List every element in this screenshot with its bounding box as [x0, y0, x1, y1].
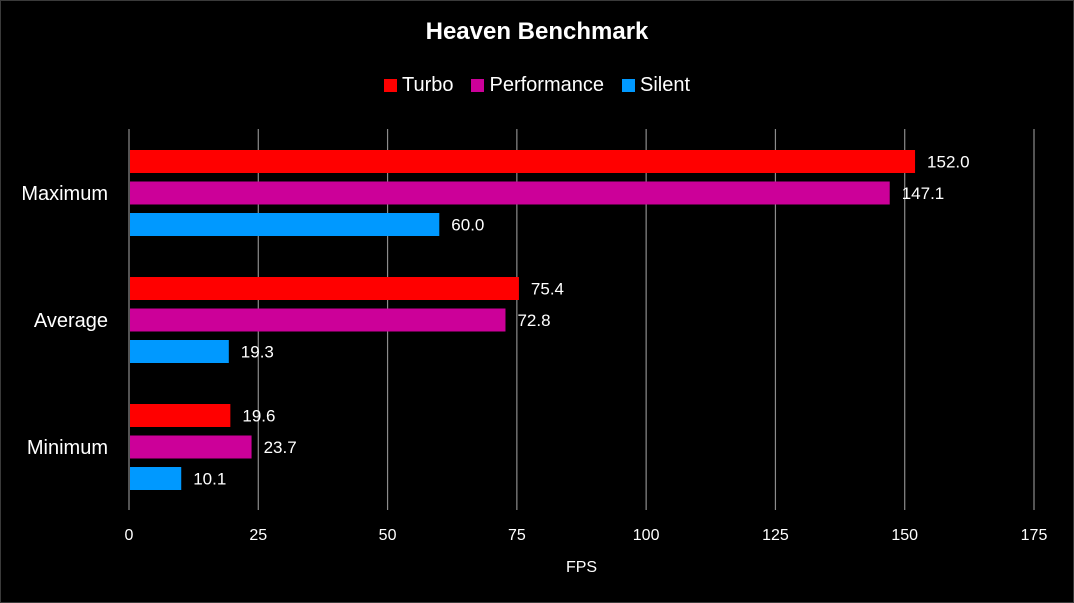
bar-minimum-performance — [130, 435, 252, 459]
legend-item-silent: Silent — [621, 74, 691, 97]
bar-minimum-turbo — [130, 404, 231, 427]
x-tick-label-125: 125 — [762, 527, 789, 544]
legend: Turbo Performance Silent — [0, 74, 1074, 97]
bar-maximum-silent — [130, 213, 440, 236]
data-label-average-turbo: 75.4 — [531, 280, 564, 299]
category-label-average: Average — [34, 310, 108, 332]
legend-label-silent: Silent — [639, 74, 691, 96]
data-label-average-silent: 19.3 — [241, 343, 274, 362]
data-label-minimum-turbo: 19.6 — [242, 407, 275, 426]
category-label-minimum: Minimum — [27, 437, 108, 459]
x-tick-label-150: 150 — [891, 527, 918, 544]
legend-swatch-silent — [621, 79, 635, 92]
data-label-maximum-turbo: 152.0 — [927, 153, 970, 172]
x-axis-label: FPS — [566, 559, 597, 576]
chart-title: Heaven Benchmark — [425, 18, 649, 45]
legend-label-performance: Performance — [489, 74, 604, 96]
data-label-average-performance: 72.8 — [517, 311, 550, 330]
data-label-maximum-performance: 147.1 — [902, 184, 945, 203]
data-label-minimum-silent: 10.1 — [193, 470, 226, 489]
bar-maximum-performance — [130, 181, 890, 205]
bar-average-silent — [130, 340, 229, 363]
legend-item-performance: Performance — [471, 74, 604, 97]
x-tick-label-50: 50 — [379, 527, 397, 544]
legend-swatch-turbo — [383, 79, 397, 92]
category-label-maximum: Maximum — [21, 183, 108, 205]
bar-average-performance — [130, 308, 506, 332]
bar-minimum-silent — [130, 467, 182, 490]
x-tick-label-0: 0 — [125, 527, 134, 544]
legend-item-turbo: Turbo — [383, 74, 454, 97]
data-label-minimum-performance: 23.7 — [264, 438, 297, 457]
x-tick-label-75: 75 — [508, 527, 526, 544]
bar-average-turbo — [130, 277, 519, 300]
x-tick-label-100: 100 — [633, 527, 660, 544]
legend-label-turbo: Turbo — [401, 74, 454, 96]
legend-swatch-performance — [471, 79, 485, 92]
bar-maximum-turbo — [130, 150, 916, 173]
data-label-maximum-silent: 60.0 — [451, 216, 484, 235]
x-tick-label-25: 25 — [249, 527, 267, 544]
x-tick-label-175: 175 — [1021, 527, 1048, 544]
